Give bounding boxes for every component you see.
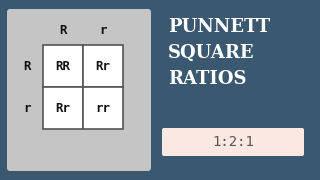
Text: RR: RR (55, 60, 70, 73)
FancyBboxPatch shape (162, 128, 304, 156)
Text: SQUARE: SQUARE (168, 44, 254, 62)
Text: R: R (23, 60, 31, 73)
Text: R: R (59, 24, 67, 37)
Text: r: r (99, 24, 107, 37)
Bar (43, 45, 83, 87)
Text: PUNNETT: PUNNETT (168, 18, 270, 36)
Text: rr: rr (95, 102, 110, 114)
Bar (43, 87, 83, 129)
Text: Rr: Rr (95, 60, 110, 73)
FancyBboxPatch shape (7, 9, 151, 171)
Text: RATIOS: RATIOS (168, 70, 246, 88)
Text: 1:2:1: 1:2:1 (212, 135, 254, 149)
Bar (83, 45, 123, 87)
Text: r: r (23, 102, 31, 114)
Bar (83, 87, 123, 129)
Text: Rr: Rr (55, 102, 70, 114)
